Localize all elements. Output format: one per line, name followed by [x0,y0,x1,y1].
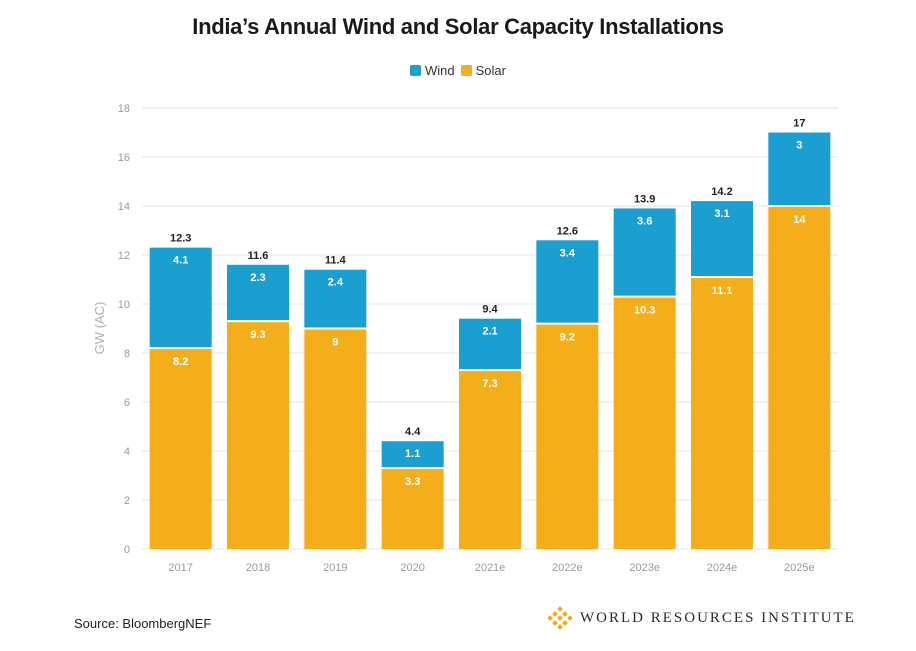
bar-wind[interactable] [536,240,599,324]
bar-solar[interactable] [227,321,289,549]
bar-solar[interactable] [613,296,676,549]
x-tick-label: 2020 [400,562,424,574]
legend-label-solar: Solar [475,63,506,78]
bar-solar[interactable] [381,468,444,549]
legend: Wind Solar [0,63,916,78]
data-label-wind: 3.4 [560,247,576,259]
data-label-solar: 10.3 [634,305,655,317]
data-label-solar: 7.3 [482,378,497,390]
bar-solar[interactable] [536,323,599,549]
y-tick-label: 0 [124,544,130,556]
data-label-wind: 2.1 [482,326,497,338]
bar-solar[interactable] [691,277,753,549]
bar-wind[interactable] [613,208,676,297]
data-label-solar: 14 [793,214,806,226]
data-label-wind: 4.1 [173,255,188,267]
data-label-total: 11.4 [325,255,347,267]
x-tick-label: 2023e [629,562,660,574]
y-tick-label: 4 [124,446,130,458]
data-label-solar: 9.2 [560,332,575,344]
data-label-total: 14.2 [711,186,732,198]
chart-title: India’s Annual Wind and Solar Capacity I… [192,14,724,39]
bar-solar[interactable] [304,328,367,550]
data-label-solar: 9 [332,337,338,349]
wind-swatch-icon [410,65,421,76]
data-label-solar: 3.3 [405,476,420,488]
y-tick-label: 14 [118,201,130,213]
data-label-total: 11.6 [248,250,269,262]
wri-logo[interactable]: WORLD RESOURCES INSTITUTE [548,606,856,630]
data-label-total: 12.6 [557,225,578,237]
bar-wind[interactable] [459,318,521,371]
y-axis-label: GW (AC) [92,302,107,355]
y-tick-label: 6 [124,397,130,409]
data-label-wind: 3.6 [637,215,652,227]
data-label-solar: 9.3 [250,329,265,341]
legend-item-solar[interactable]: Solar [460,63,506,78]
y-tick-label: 18 [118,103,130,115]
data-label-total: 17 [793,118,805,130]
y-tick-label: 10 [118,299,130,311]
data-label-total: 4.4 [405,426,421,438]
solar-swatch-icon [460,65,472,76]
bar-wind[interactable] [768,132,831,207]
bar-solar[interactable] [768,206,831,549]
x-tick-label: 2019 [323,562,347,574]
x-tick-label: 2017 [168,562,192,574]
data-label-total: 12.3 [170,233,191,245]
bar-wind[interactable] [227,264,289,322]
bar-wind[interactable] [381,441,444,469]
x-tick-label: 2025e [784,562,815,574]
logo-text: WORLD RESOURCES INSTITUTE [580,609,856,626]
x-tick-label: 2022e [552,562,583,574]
data-label-solar: 8.2 [173,356,188,368]
bar-wind[interactable] [304,269,367,329]
y-tick-label: 16 [118,152,130,164]
x-tick-label: 2018 [246,562,270,574]
y-tick-label: 12 [118,250,130,262]
bar-solar[interactable] [459,370,521,549]
data-label-total: 13.9 [634,193,655,205]
data-label-wind: 1.1 [405,448,420,460]
data-label-solar: 11.1 [712,285,733,297]
x-tick-label: 2021e [475,562,506,574]
legend-item-wind[interactable]: Wind [410,63,455,78]
data-label-wind: 3.1 [714,208,729,220]
wri-emblem-icon [548,606,572,630]
source-note: Source: BloombergNEF [74,616,212,631]
bar-wind[interactable] [691,201,753,278]
data-label-wind: 3 [796,140,802,152]
bar-wind[interactable] [149,247,212,349]
data-label-wind: 2.4 [328,277,344,289]
bar-solar[interactable] [149,348,212,549]
data-label-total: 9.4 [482,304,498,316]
legend-label-wind: Wind [425,63,455,78]
y-tick-label: 2 [124,495,130,507]
x-tick-label: 2024e [707,562,738,574]
y-tick-label: 8 [124,348,130,360]
data-label-wind: 2.3 [250,272,265,284]
